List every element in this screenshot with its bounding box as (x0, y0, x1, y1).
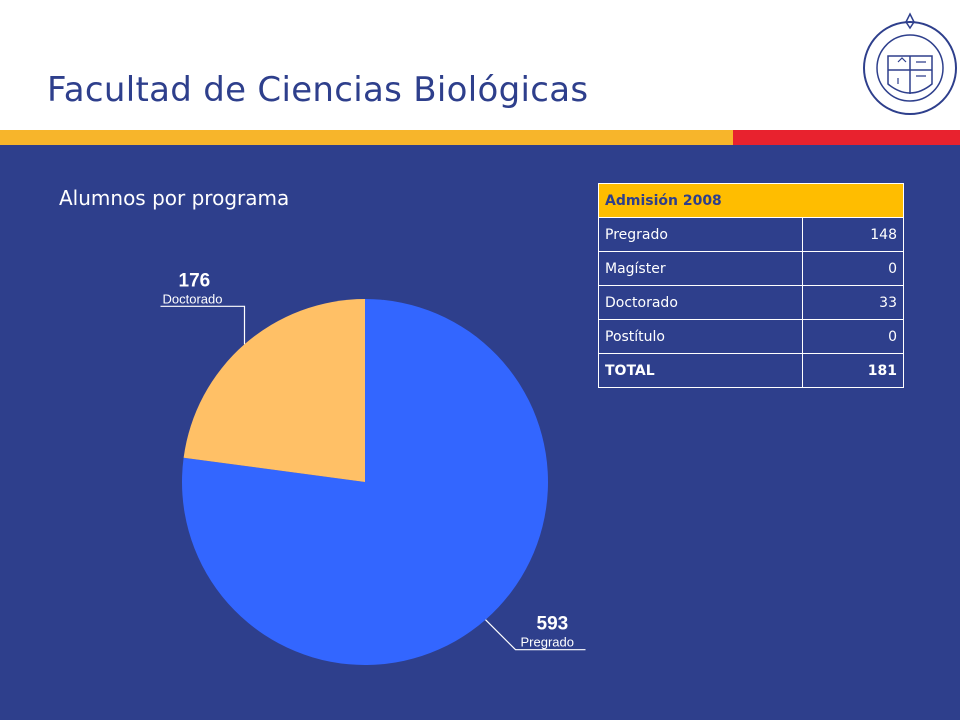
table-header-row: Admisión 2008 (598, 183, 904, 218)
row-label: Postítulo (597, 319, 804, 354)
table-header: Admisión 2008 (598, 183, 904, 218)
row-value: 148 (802, 217, 904, 252)
table-total-row: TOTAL 181 (597, 353, 904, 388)
leader-line-pregrado (485, 619, 586, 651)
row-label: Pregrado (597, 217, 804, 252)
pie-slice-doctorado (183, 299, 365, 482)
data-label-value: 176 (179, 270, 211, 291)
chart-title: Alumnos por programa (59, 186, 290, 210)
total-label: TOTAL (597, 353, 804, 388)
university-seal-icon (863, 12, 957, 115)
red-stripe (733, 130, 960, 145)
row-label: Doctorado (597, 285, 804, 320)
admission-table: Admisión 2008 Pregrado 148 Magíster 0 Do… (597, 183, 904, 388)
row-value: 0 (802, 319, 904, 354)
orange-stripe (0, 130, 733, 145)
pie-slice-pregrado (181, 299, 548, 666)
data-label-category: Doctorado (163, 291, 223, 306)
table-row: Magíster 0 (597, 251, 904, 286)
row-label: Magíster (597, 251, 804, 286)
data-label-value: 593 (537, 614, 569, 635)
row-value: 0 (802, 251, 904, 286)
leader-line-doctorado (160, 305, 246, 345)
header-bar: Facultad de Ciencias Biológicas (0, 0, 960, 130)
row-value: 33 (802, 285, 904, 320)
data-label-category: Pregrado (521, 635, 574, 650)
table-row: Postítulo 0 (597, 319, 904, 354)
table-row: Doctorado 33 (597, 285, 904, 320)
table-row: Pregrado 148 (597, 217, 904, 252)
total-value: 181 (802, 353, 904, 388)
page-title: Facultad de Ciencias Biológicas (47, 70, 589, 110)
